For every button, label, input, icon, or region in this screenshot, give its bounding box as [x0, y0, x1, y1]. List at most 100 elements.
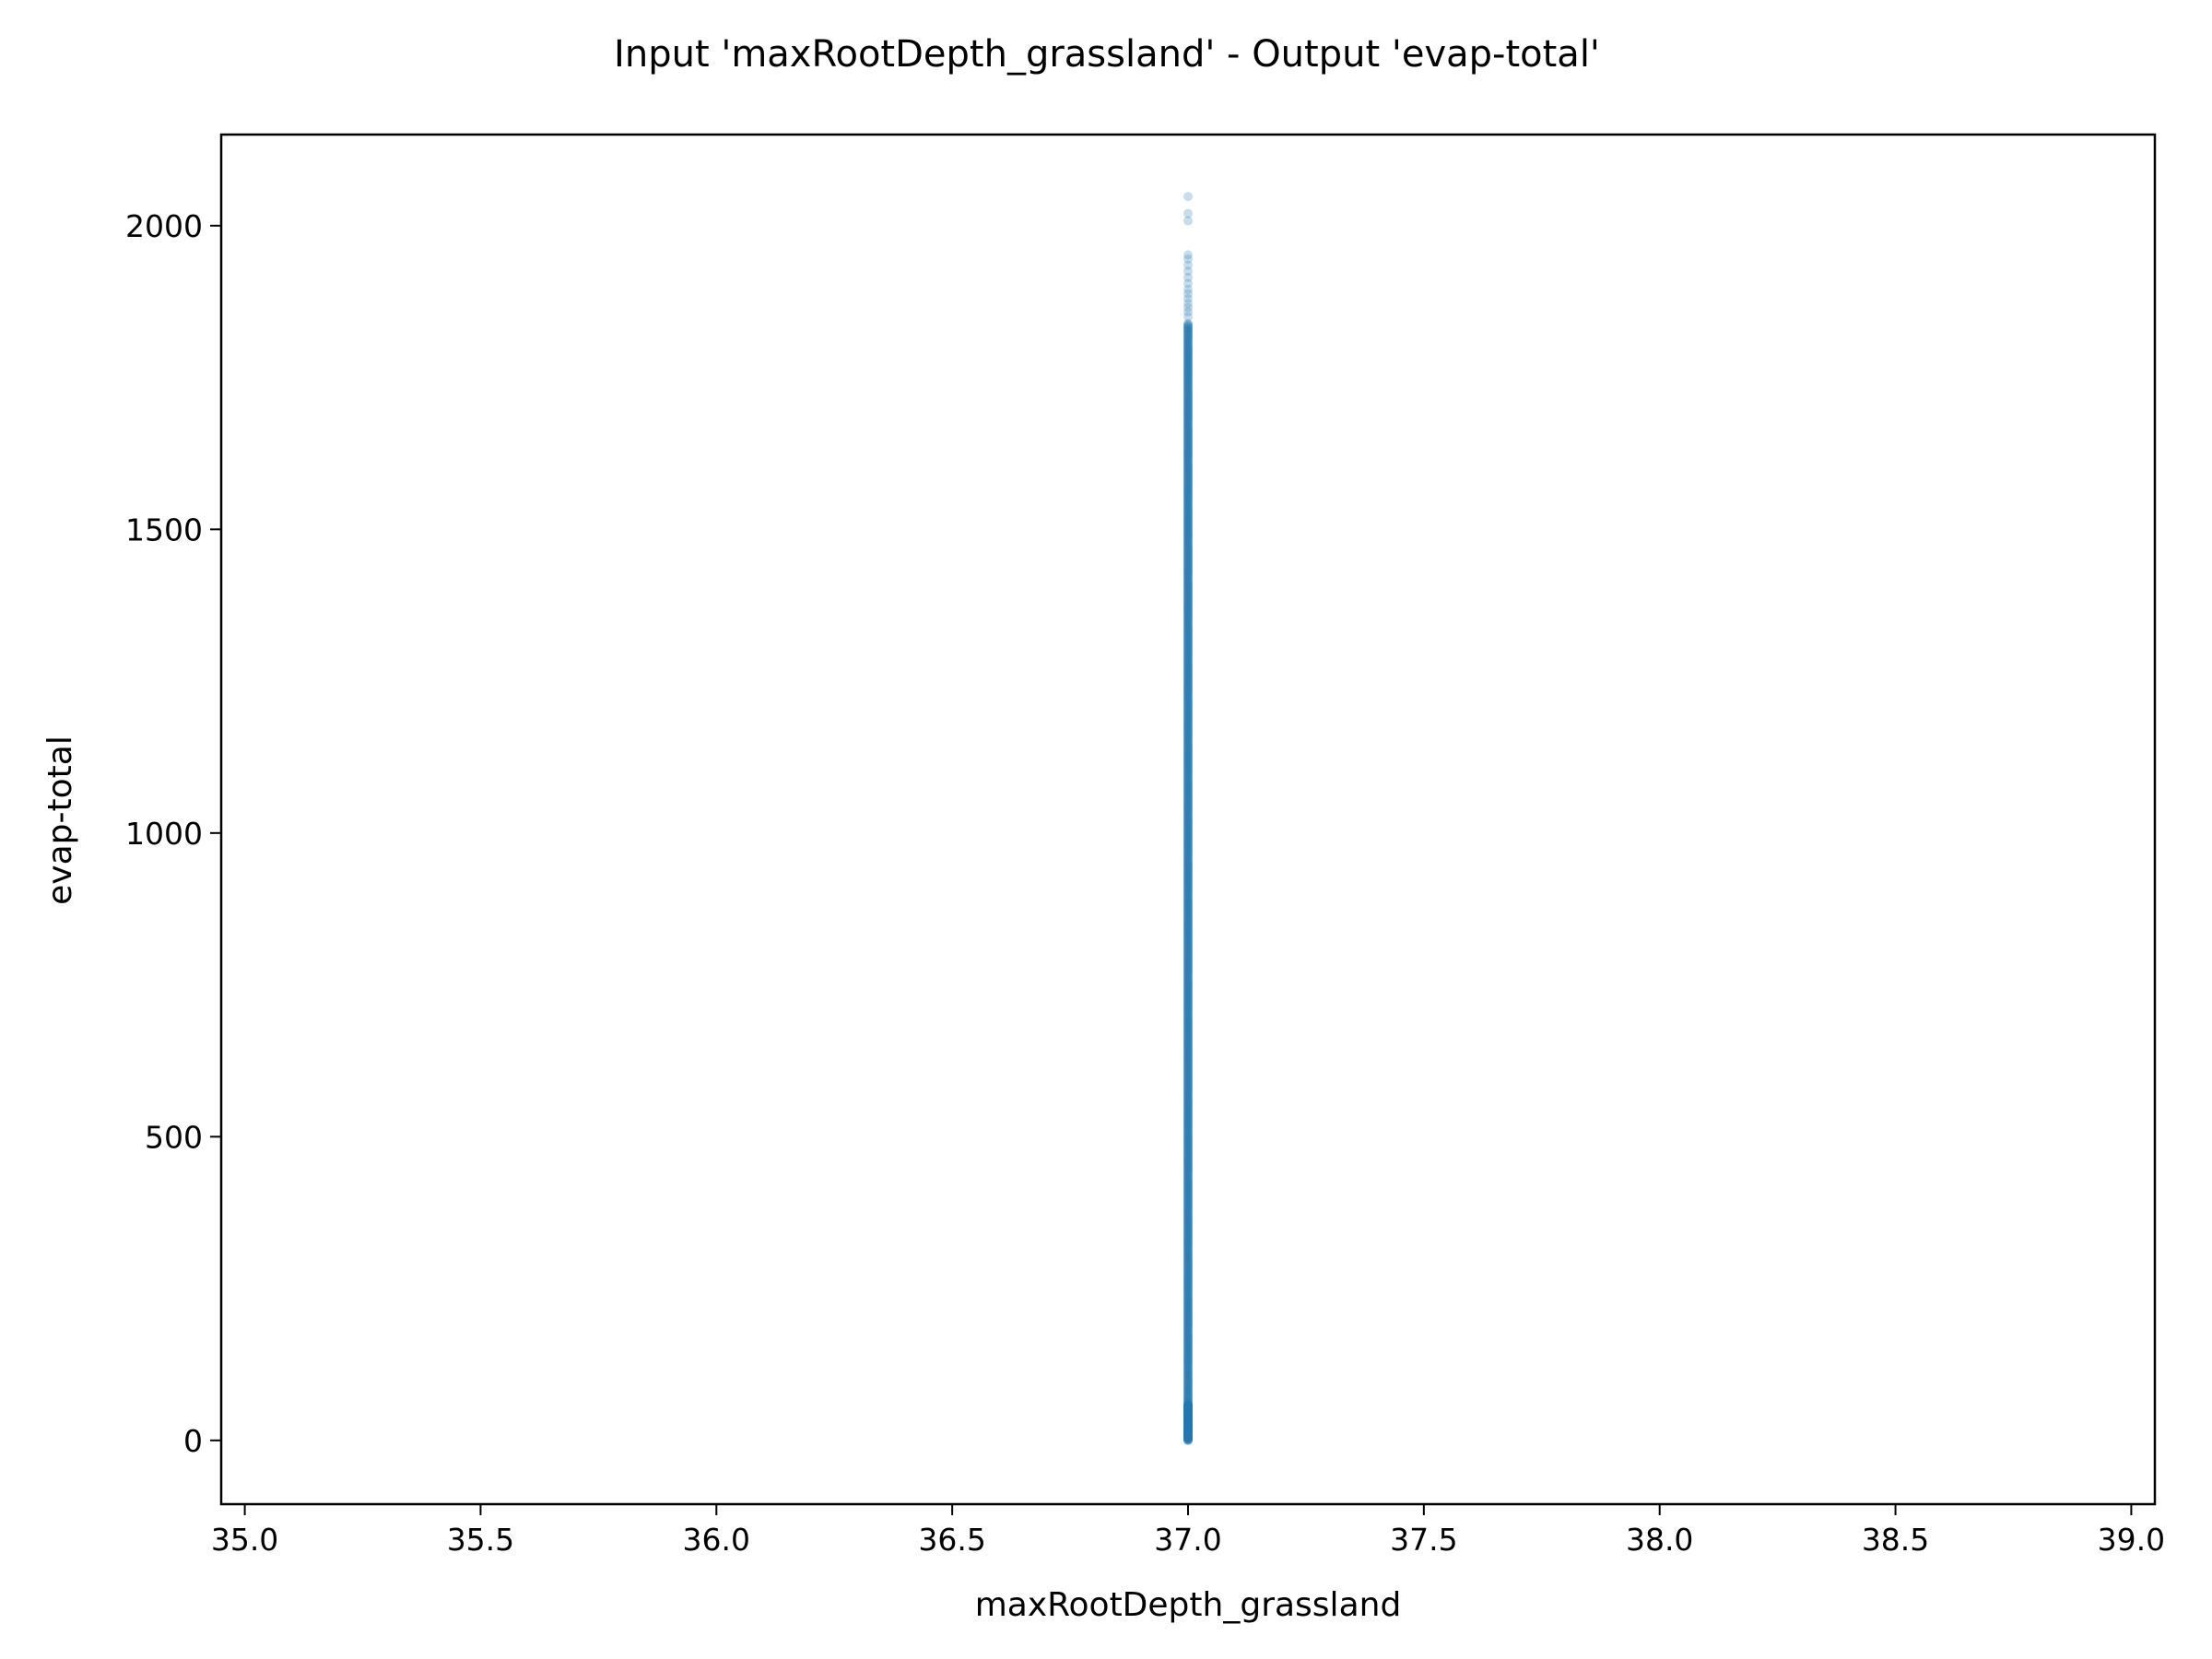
data-point: [1183, 538, 1193, 548]
data-point: [1183, 770, 1193, 780]
data-point: [1183, 1054, 1193, 1065]
data-point: [1183, 216, 1193, 226]
data-point: [1183, 1244, 1193, 1254]
data-point: [1183, 1390, 1193, 1400]
data-point: [1183, 897, 1193, 907]
data-point: [1183, 518, 1193, 528]
data-point: [1183, 1399, 1193, 1409]
data-point: [1183, 895, 1193, 905]
data-point: [1183, 1005, 1193, 1015]
data-point: [1183, 787, 1193, 797]
data-point: [1183, 920, 1193, 930]
data-point: [1183, 925, 1193, 935]
data-point: [1183, 1003, 1193, 1013]
data-point: [1183, 614, 1193, 624]
data-point: [1183, 656, 1193, 666]
data-point: [1183, 946, 1193, 956]
data-point: [1183, 869, 1193, 879]
data-point: [1183, 1049, 1193, 1059]
data-point: [1183, 1078, 1193, 1088]
data-point: [1183, 914, 1193, 924]
data-point: [1183, 1052, 1193, 1062]
data-point: [1183, 396, 1193, 406]
data-point: [1183, 1241, 1193, 1251]
data-point: [1183, 1424, 1193, 1434]
data-point: [1183, 1364, 1193, 1374]
data-point: [1183, 791, 1193, 801]
data-point: [1183, 364, 1193, 374]
data-point: [1183, 1323, 1193, 1333]
data-point: [1183, 590, 1193, 600]
data-point: [1183, 936, 1193, 947]
data-point: [1183, 1208, 1193, 1218]
data-point: [1183, 826, 1193, 836]
data-point: [1183, 966, 1193, 976]
data-point: [1183, 335, 1193, 345]
data-point: [1183, 896, 1193, 906]
data-point: [1183, 307, 1193, 317]
data-point: [1183, 1184, 1193, 1194]
data-point: [1183, 409, 1193, 419]
data-point: [1183, 1004, 1193, 1014]
data-point: [1183, 260, 1193, 270]
data-point: [1183, 1200, 1193, 1210]
data-point: [1183, 1406, 1193, 1416]
data-point: [1183, 460, 1193, 470]
data-point: [1183, 1418, 1193, 1428]
data-point: [1183, 881, 1193, 891]
data-point: [1183, 848, 1193, 858]
data-point: [1183, 1432, 1193, 1442]
data-point: [1183, 1287, 1193, 1297]
data-point: [1183, 416, 1193, 426]
data-point: [1183, 809, 1193, 819]
data-point: [1183, 717, 1193, 727]
data-point: [1183, 1075, 1193, 1085]
data-point: [1183, 278, 1193, 288]
data-point: [1183, 883, 1193, 893]
data-point: [1183, 513, 1193, 524]
data-point: [1183, 856, 1193, 866]
data-point: [1183, 680, 1193, 690]
data-point: [1183, 545, 1193, 555]
data-point: [1183, 786, 1193, 796]
data-point: [1183, 931, 1193, 941]
data-point: [1183, 1306, 1193, 1316]
data-point: [1183, 861, 1193, 871]
data-point: [1183, 738, 1193, 748]
data-point: [1183, 642, 1193, 653]
data-point: [1183, 620, 1193, 630]
chart-title: Input 'maxRootDepth_grassland' - Output …: [614, 33, 1600, 76]
data-point: [1183, 794, 1193, 805]
data-point: [1183, 923, 1193, 933]
data-point: [1183, 958, 1193, 968]
data-point: [1183, 422, 1193, 432]
data-point: [1183, 1321, 1193, 1331]
data-point: [1183, 406, 1193, 417]
data-point: [1183, 864, 1193, 874]
x-axis-label: maxRootDepth_grassland: [975, 1586, 1402, 1624]
data-point: [1183, 1137, 1193, 1147]
data-point: [1183, 961, 1193, 971]
data-point: [1183, 558, 1193, 568]
data-point: [1183, 1427, 1193, 1437]
data-point: [1183, 505, 1193, 515]
data-point: [1183, 649, 1193, 659]
data-point: [1183, 1092, 1193, 1102]
data-point: [1183, 1176, 1193, 1186]
data-point: [1183, 660, 1193, 670]
data-point: [1183, 971, 1193, 981]
data-point: [1183, 439, 1193, 449]
data-point: [1183, 537, 1193, 547]
data-point: [1183, 1380, 1193, 1390]
data-point: [1183, 1418, 1193, 1428]
data-point: [1183, 819, 1193, 830]
data-point: [1183, 1316, 1193, 1326]
data-point: [1183, 1292, 1193, 1302]
data-point: [1183, 573, 1193, 583]
data-point: [1183, 1188, 1193, 1198]
data-point: [1183, 683, 1193, 693]
data-point: [1183, 1371, 1193, 1381]
data-point: [1183, 730, 1193, 740]
data-point: [1183, 386, 1193, 396]
data-point: [1183, 1112, 1193, 1122]
